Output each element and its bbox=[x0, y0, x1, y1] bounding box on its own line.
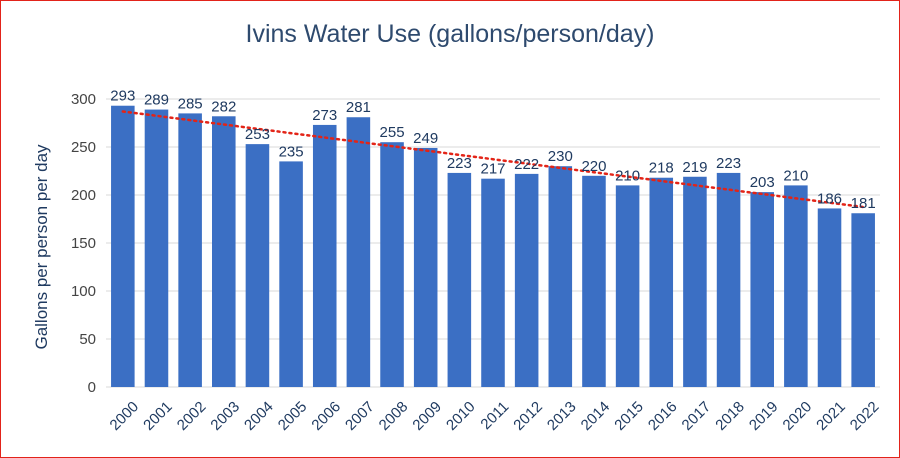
bar bbox=[649, 177, 674, 387]
x-tick-label: 2006 bbox=[308, 398, 344, 434]
bar bbox=[346, 117, 371, 388]
data-label: 210 bbox=[615, 167, 640, 184]
data-labels: 293 289 285 282 253 235 273 281 255 249 223 217 222 2… bbox=[110, 88, 875, 213]
trendline bbox=[121, 110, 865, 209]
bars bbox=[111, 105, 875, 388]
data-label: 282 bbox=[211, 98, 236, 115]
x-tick-label: 2013 bbox=[544, 398, 580, 434]
y-tick-label: 50 bbox=[79, 331, 96, 348]
bar bbox=[683, 176, 707, 387]
bar bbox=[817, 208, 842, 387]
chart-title: Ivins Water Use (gallons/person/day) bbox=[245, 20, 655, 48]
y-tick-label: 150 bbox=[71, 235, 96, 252]
data-label: 218 bbox=[649, 160, 674, 177]
bar bbox=[212, 116, 236, 387]
bar bbox=[750, 192, 774, 387]
y-tick-label: 300 bbox=[71, 91, 96, 108]
x-tick-label: 2018 bbox=[712, 398, 748, 434]
y-axis-ticks: 0 50 100 150 200 250 300 bbox=[71, 91, 96, 396]
x-tick-label: 2021 bbox=[813, 398, 849, 434]
data-label: 186 bbox=[817, 190, 842, 207]
y-tick-label: 100 bbox=[71, 283, 96, 300]
bar bbox=[380, 142, 404, 387]
data-label: 255 bbox=[380, 124, 405, 141]
bar bbox=[784, 185, 808, 387]
data-label: 210 bbox=[783, 167, 808, 184]
bar bbox=[481, 178, 505, 387]
data-label: 235 bbox=[279, 143, 304, 160]
x-tick-label: 2017 bbox=[679, 398, 715, 434]
bar bbox=[716, 172, 741, 387]
data-label: 249 bbox=[413, 130, 438, 147]
x-tick-label: 2011 bbox=[477, 398, 512, 433]
bar bbox=[582, 175, 606, 387]
y-tick-label: 0 bbox=[88, 379, 96, 396]
data-label: 203 bbox=[750, 174, 775, 191]
data-label: 181 bbox=[851, 195, 876, 212]
x-tick-label: 2003 bbox=[207, 398, 243, 434]
bar bbox=[514, 173, 539, 387]
data-label: 219 bbox=[682, 159, 707, 176]
x-tick-label: 2002 bbox=[174, 398, 210, 434]
x-tick-label: 2012 bbox=[510, 398, 546, 434]
bar bbox=[178, 113, 202, 388]
data-label: 223 bbox=[447, 155, 472, 172]
bar bbox=[851, 213, 875, 387]
data-label: 222 bbox=[514, 156, 539, 173]
bar bbox=[413, 147, 438, 387]
data-label: 281 bbox=[346, 99, 371, 116]
y-tick-label: 200 bbox=[71, 187, 96, 204]
x-tick-label: 2005 bbox=[275, 398, 311, 434]
data-label: 273 bbox=[312, 107, 337, 124]
x-tick-label: 2007 bbox=[342, 398, 378, 434]
data-label: 253 bbox=[245, 126, 270, 143]
data-label: 220 bbox=[581, 158, 606, 175]
bar bbox=[111, 105, 135, 387]
x-tick-label: 2019 bbox=[746, 398, 782, 434]
bar bbox=[447, 172, 472, 387]
x-tick-label: 2020 bbox=[780, 398, 816, 434]
y-tick-label: 250 bbox=[71, 139, 96, 156]
data-label: 289 bbox=[144, 92, 169, 109]
x-tick-label: 2014 bbox=[578, 398, 614, 434]
x-tick-label: 2004 bbox=[241, 398, 277, 434]
x-tick-label: 2010 bbox=[443, 398, 479, 434]
bar bbox=[615, 185, 640, 387]
x-tick-label: 2008 bbox=[376, 398, 412, 434]
data-label: 293 bbox=[110, 88, 135, 105]
data-label: 217 bbox=[480, 161, 505, 178]
data-label: 230 bbox=[548, 148, 573, 165]
bar bbox=[245, 144, 270, 387]
x-tick-label: 2016 bbox=[645, 398, 681, 434]
bar bbox=[312, 124, 337, 388]
x-tick-label: 2015 bbox=[611, 398, 647, 434]
x-axis-ticks: 2000200120022003200420052006200720082009… bbox=[107, 398, 883, 434]
bar bbox=[548, 166, 573, 387]
x-tick-label: 2022 bbox=[847, 398, 883, 434]
x-tick-label: 2009 bbox=[409, 398, 445, 434]
x-tick-label: 2001 bbox=[140, 398, 176, 434]
data-label: 223 bbox=[716, 155, 741, 172]
bar bbox=[144, 109, 169, 387]
trendline-path bbox=[121, 110, 865, 209]
bar bbox=[279, 161, 303, 387]
data-label: 285 bbox=[178, 95, 203, 112]
x-tick-label: 2000 bbox=[107, 398, 143, 434]
